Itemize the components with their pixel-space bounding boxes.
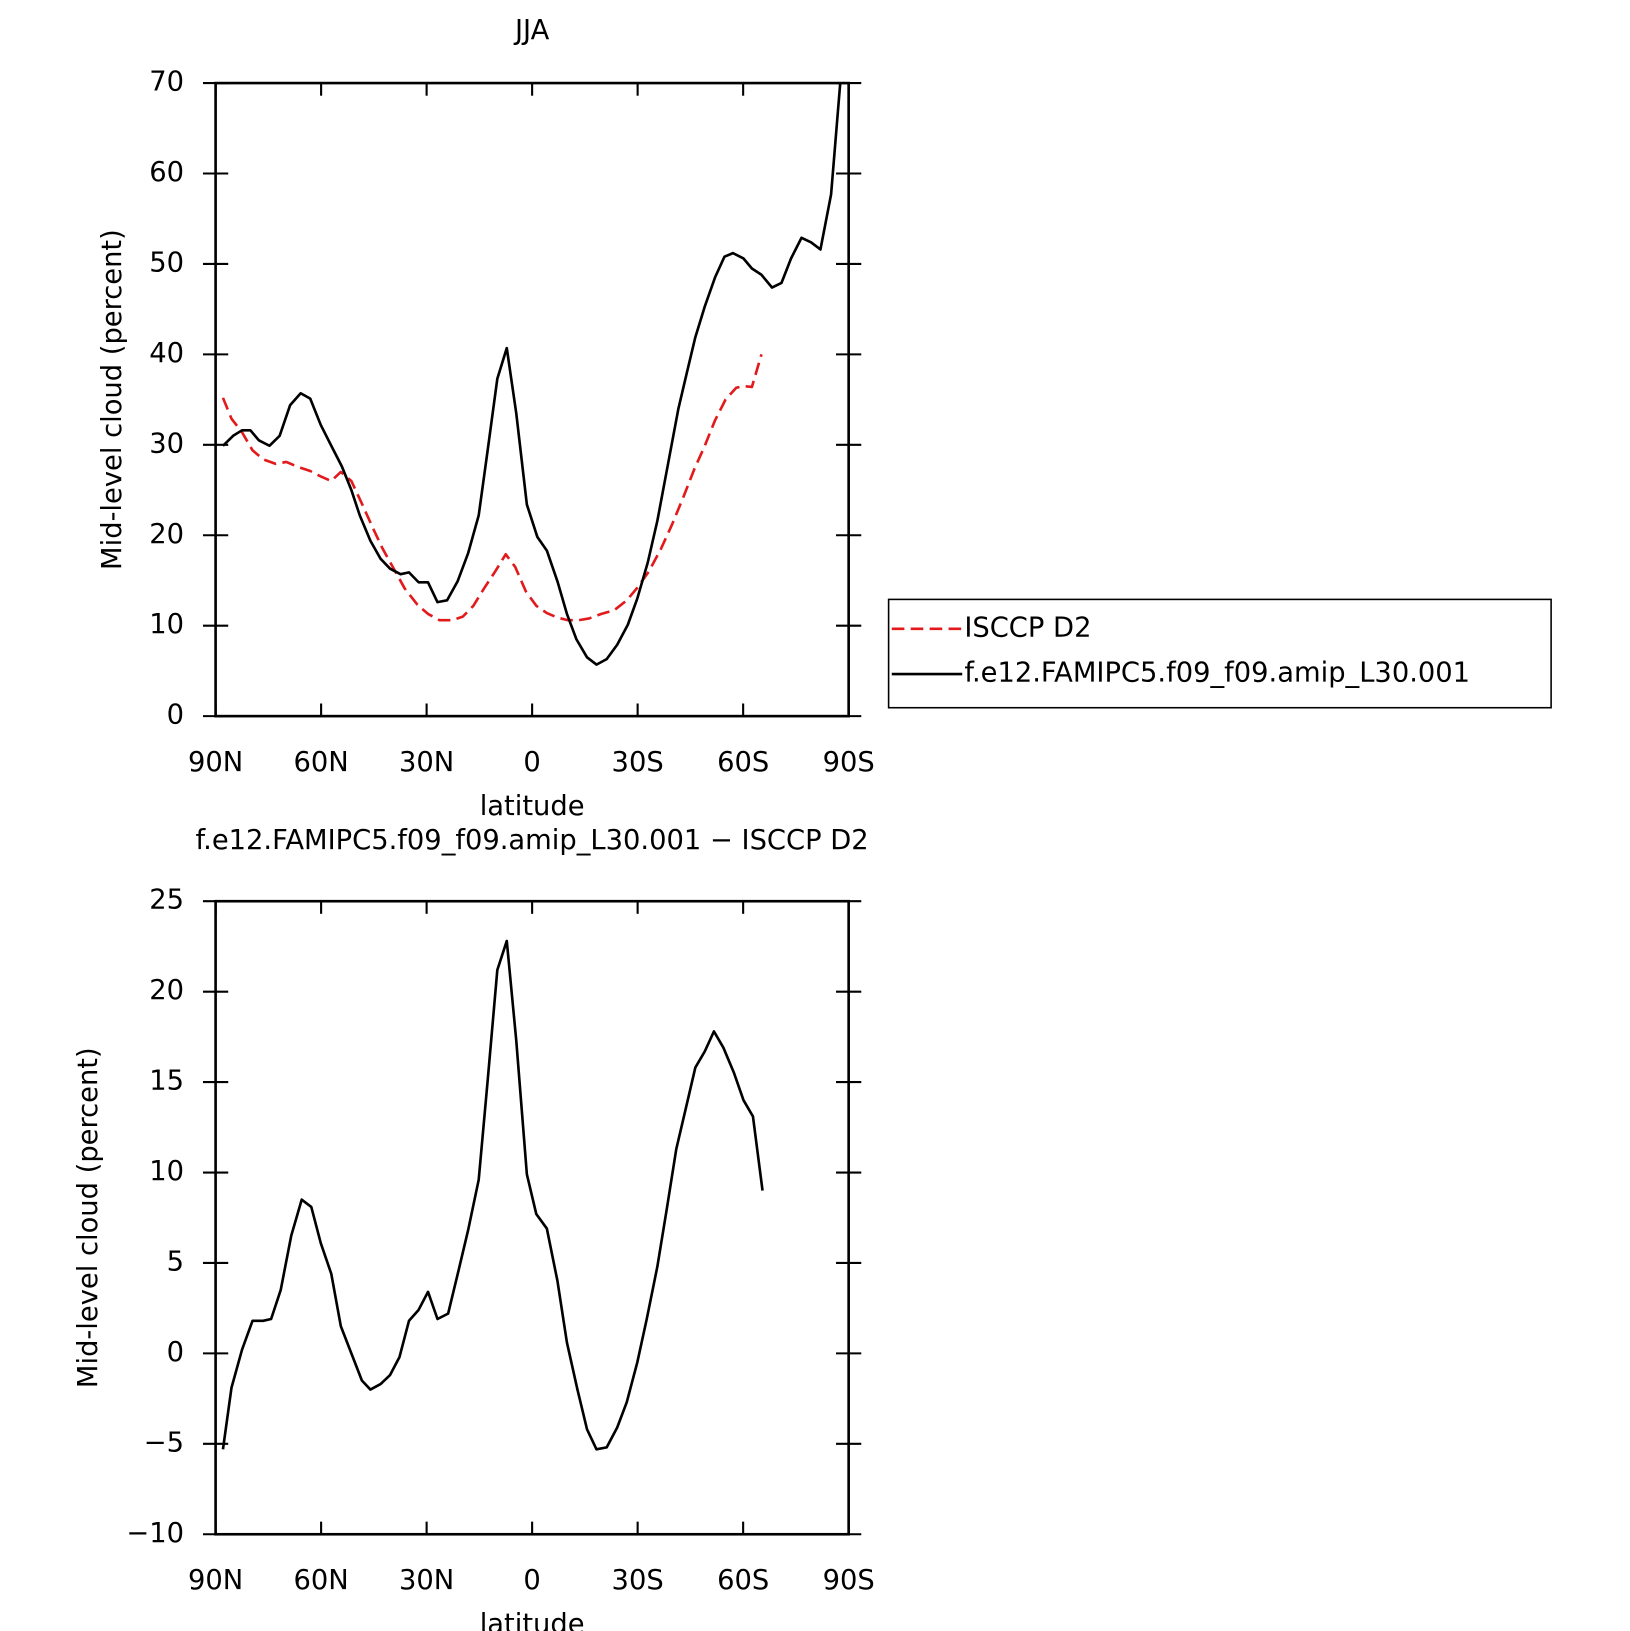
y-tick-label: 60 [149, 157, 184, 188]
legend-box [887, 598, 1552, 709]
x-tick-label: 0 [523, 747, 540, 778]
y-axis-label: Mid-level cloud (percent) [97, 229, 128, 570]
y-tick-label: 25 [149, 885, 184, 916]
legend-label: ISCCP D2 [964, 612, 1091, 643]
x-tick-label: 60N [293, 747, 348, 778]
plot-frame [214, 899, 850, 1536]
y-tick-label: 0 [167, 700, 184, 731]
y-tick-label: 10 [149, 1156, 184, 1187]
x-tick-label: 60S [717, 747, 769, 778]
x-tick-label: 60S [717, 1565, 769, 1596]
y-tick-label: −5 [144, 1427, 184, 1458]
y-tick-label: 30 [149, 428, 184, 459]
data-line [222, 82, 842, 666]
x-axis-label: latitude [480, 1609, 585, 1631]
x-tick-label: 90N [188, 747, 243, 778]
x-tick-label: 60N [293, 1565, 348, 1596]
x-tick-label: 30S [612, 1565, 664, 1596]
x-tick-label: 90S [823, 747, 875, 778]
y-tick-label: 5 [167, 1246, 184, 1277]
y-tick-label: 20 [149, 519, 184, 550]
x-tick-label: 30S [612, 747, 664, 778]
data-line [221, 354, 763, 622]
data-line [221, 939, 764, 1451]
x-tick-label: 30N [399, 747, 454, 778]
x-axis-label: latitude [480, 791, 585, 822]
y-tick-label: 20 [149, 975, 184, 1006]
x-tick-label: 0 [523, 1565, 540, 1596]
y-tick-label: 50 [149, 247, 184, 278]
y-tick-label: 10 [149, 609, 184, 640]
x-tick-label: 90S [823, 1565, 875, 1596]
legend-label: f.e12.FAMIPC5.f09_f09.amip_L30.001 [964, 658, 1470, 689]
y-axis-label: Mid-level cloud (percent) [73, 1047, 104, 1388]
y-tick-label: 40 [149, 338, 184, 369]
y-tick-label: 0 [167, 1337, 184, 1368]
y-tick-label: 15 [149, 1066, 184, 1097]
chart-title: JJA [513, 15, 550, 46]
chart-title: f.e12.FAMIPC5.f09_f09.amip_L30.001 − ISC… [196, 825, 869, 856]
x-tick-label: 30N [399, 1565, 454, 1596]
x-tick-label: 90N [188, 1565, 243, 1596]
y-tick-label: −10 [126, 1518, 184, 1549]
y-tick-label: 70 [149, 67, 184, 98]
